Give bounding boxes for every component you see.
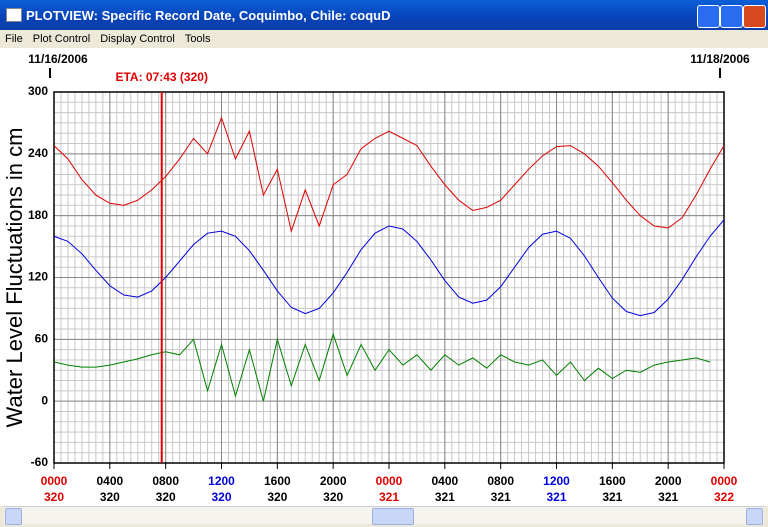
y-tick-label: 300 bbox=[28, 84, 48, 98]
x-tick-label: 1200 bbox=[543, 474, 570, 488]
x-tick-label: 0000 bbox=[376, 474, 403, 488]
menu-item[interactable]: Plot Control bbox=[32, 33, 91, 45]
x-tick-day: 322 bbox=[714, 490, 734, 504]
x-tick-day: 321 bbox=[658, 490, 678, 504]
menu-item[interactable]: Tools bbox=[184, 33, 211, 45]
scroll-left[interactable] bbox=[5, 508, 22, 525]
x-tick-day: 321 bbox=[435, 490, 455, 504]
y-tick-label: 240 bbox=[28, 146, 48, 160]
title-bar: PLOTVIEW: Specific Record Date, Coquimbo… bbox=[0, 0, 768, 30]
x-tick-day: 320 bbox=[156, 490, 176, 504]
chart: -60 0 60 120 180 240 300 0000 320 0400 320 0800 320 1… bbox=[0, 48, 768, 506]
x-tick-day: 320 bbox=[211, 490, 231, 504]
scroll-thumb[interactable] bbox=[372, 508, 414, 525]
series-line bbox=[53, 332, 711, 402]
x-tick-label: 2000 bbox=[320, 474, 347, 488]
window-title: PLOTVIEW: Specific Record Date, Coquimbo… bbox=[26, 8, 391, 23]
plot-frame bbox=[53, 91, 725, 464]
x-tick-day: 320 bbox=[44, 490, 64, 504]
y-tick-label: 180 bbox=[28, 208, 48, 222]
y-tick-label: 0 bbox=[41, 393, 48, 407]
x-tick-label: 1600 bbox=[264, 474, 291, 488]
series-line bbox=[53, 219, 725, 317]
y-tick-label: -60 bbox=[31, 455, 49, 469]
close-button[interactable] bbox=[743, 5, 766, 28]
x-tick-label: 0000 bbox=[711, 474, 738, 488]
menu-item[interactable]: Display Control bbox=[100, 33, 175, 45]
x-tick-day: 321 bbox=[602, 490, 622, 504]
x-tick-label: 2000 bbox=[655, 474, 682, 488]
y-axis-label: Water Level Fluctuations in cm bbox=[2, 128, 27, 428]
y-tick-label: 60 bbox=[35, 332, 49, 346]
x-tick-day: 321 bbox=[546, 490, 566, 504]
maximize-button[interactable] bbox=[720, 5, 743, 28]
series-line bbox=[53, 116, 725, 233]
x-tick-label: 0000 bbox=[41, 474, 68, 488]
scroll-right[interactable] bbox=[746, 508, 763, 525]
menu-item[interactable]: File bbox=[5, 33, 23, 45]
x-tick-label: 1200 bbox=[208, 474, 235, 488]
eta-label: ETA: 07:43 (320) bbox=[115, 70, 207, 84]
x-tick-day: 320 bbox=[100, 490, 120, 504]
x-tick-day: 321 bbox=[379, 490, 399, 504]
x-tick-day: 320 bbox=[323, 490, 343, 504]
x-tick-label: 0800 bbox=[152, 474, 179, 488]
y-tick-label: 120 bbox=[28, 270, 48, 284]
x-tick-label: 1600 bbox=[599, 474, 626, 488]
x-tick-label: 0800 bbox=[487, 474, 514, 488]
menu-bar: File Plot Control Display Control Tools bbox=[0, 30, 768, 48]
start-date: 11/16/2006 bbox=[28, 52, 88, 66]
x-tick-day: 320 bbox=[267, 490, 287, 504]
end-date: 11/18/2006 bbox=[690, 52, 750, 66]
x-tick-day: 321 bbox=[491, 490, 511, 504]
x-tick-label: 0400 bbox=[431, 474, 458, 488]
horizontal-scrollbar[interactable] bbox=[4, 506, 764, 525]
minimize-button[interactable] bbox=[697, 5, 720, 28]
x-tick-label: 0400 bbox=[96, 474, 123, 488]
app-icon bbox=[6, 8, 22, 22]
